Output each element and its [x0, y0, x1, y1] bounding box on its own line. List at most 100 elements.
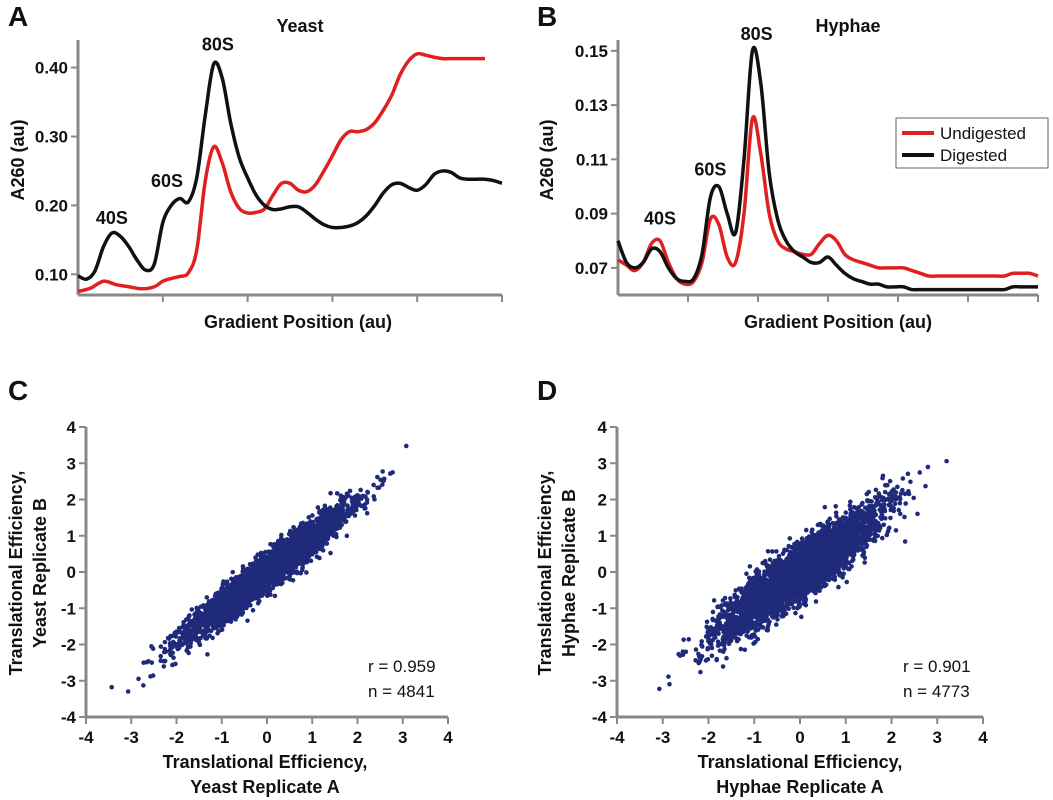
data-point — [822, 504, 828, 510]
panel-c-n-value: n = 4841 — [368, 682, 435, 701]
data-point — [319, 512, 324, 518]
data-point — [168, 633, 173, 639]
data-point — [209, 618, 215, 623]
panel-a-line-digested — [77, 60, 503, 281]
data-point — [205, 652, 210, 657]
data-point — [328, 490, 333, 496]
data-point — [337, 520, 343, 526]
data-point — [285, 554, 290, 559]
data-point — [312, 528, 318, 534]
panel-a-xlabel: Gradient Position (au) — [204, 312, 392, 332]
panel-c-xtick-label: -2 — [169, 728, 184, 747]
data-point — [310, 513, 315, 518]
data-point — [280, 560, 286, 566]
data-point — [693, 647, 699, 652]
data-point — [231, 594, 237, 599]
data-point — [243, 576, 248, 581]
panel-a-title: Yeast — [276, 16, 323, 36]
data-point — [332, 518, 338, 523]
data-point — [288, 544, 293, 549]
data-point — [275, 560, 281, 565]
panel-c-ytick-label: -2 — [61, 636, 76, 655]
data-point — [221, 622, 226, 628]
data-point — [167, 648, 173, 654]
data-point — [249, 579, 255, 584]
panel-a-axes: 0.100.200.300.40 — [35, 40, 503, 302]
data-point — [277, 579, 283, 585]
data-point — [257, 569, 262, 574]
panel-letter-d: D — [537, 375, 557, 406]
data-point — [210, 635, 215, 641]
data-point — [301, 542, 306, 548]
data-point — [322, 503, 328, 509]
data-point — [364, 510, 370, 516]
panel-a-peak-label-40s: 40S — [96, 208, 128, 228]
panel-c-xtick-label: 3 — [398, 728, 407, 747]
data-point — [267, 577, 272, 582]
panel-b-peak-label-60s: 60S — [694, 160, 726, 180]
data-point — [272, 593, 278, 599]
data-point — [271, 576, 277, 582]
data-point — [136, 676, 141, 682]
data-point — [240, 610, 246, 616]
data-point — [198, 617, 203, 623]
panel-a-ytick-label: 0.30 — [35, 127, 68, 146]
data-point — [250, 607, 256, 613]
data-point — [230, 587, 235, 593]
data-point — [363, 505, 368, 511]
data-point — [150, 646, 156, 651]
data-point — [299, 524, 305, 530]
panel-b-ylabel: A260 (au) — [537, 119, 557, 200]
data-point — [198, 610, 203, 616]
panel-b-xlabel: Gradient Position (au) — [744, 312, 932, 332]
data-point — [181, 619, 186, 625]
data-point — [189, 607, 195, 612]
data-point — [371, 482, 376, 488]
data-point — [197, 642, 203, 648]
data-point — [194, 605, 200, 611]
panel-b-hyphae-profile: Hyphae Gradient Position (au) A260 (au) … — [537, 16, 1049, 332]
data-point — [265, 586, 270, 591]
data-point — [291, 555, 297, 561]
data-point — [148, 674, 153, 679]
panel-letter-b: B — [537, 1, 557, 32]
panel-b-line-undigested — [617, 114, 1039, 287]
panel-b-ytick-label: 0.15 — [575, 42, 608, 61]
panel-c-xtick-label: 2 — [353, 728, 362, 747]
panel-a-lines — [77, 51, 503, 294]
data-point — [217, 597, 222, 602]
data-point — [308, 558, 314, 564]
data-point — [161, 664, 167, 669]
data-point — [141, 683, 146, 688]
data-point — [281, 538, 287, 543]
data-point — [315, 505, 321, 510]
data-point — [288, 549, 293, 555]
data-point — [222, 603, 228, 609]
data-point — [216, 629, 221, 634]
data-point — [175, 642, 181, 647]
data-point — [194, 636, 200, 641]
data-point — [302, 550, 308, 555]
data-point — [333, 512, 339, 517]
data-point — [237, 575, 243, 581]
panel-c-ytick-label: -1 — [61, 599, 76, 618]
data-point — [210, 607, 215, 612]
data-point — [365, 490, 371, 495]
data-point — [253, 560, 258, 566]
panel-b-peak-label-40s: 40S — [644, 208, 676, 228]
legend-label-undigested: Undigested — [940, 124, 1026, 143]
data-point — [787, 536, 793, 541]
panel-b-ytick-label: 0.07 — [575, 259, 608, 278]
panel-b-line-digested — [616, 45, 1038, 292]
data-point — [322, 523, 328, 529]
data-point — [188, 644, 193, 649]
data-point — [358, 487, 363, 493]
data-point — [269, 571, 275, 577]
data-point — [328, 550, 333, 556]
data-point — [352, 513, 358, 518]
data-point — [338, 497, 343, 503]
data-point — [375, 485, 380, 491]
data-point — [240, 566, 246, 572]
panel-c-ytick-label: 0 — [67, 563, 76, 582]
